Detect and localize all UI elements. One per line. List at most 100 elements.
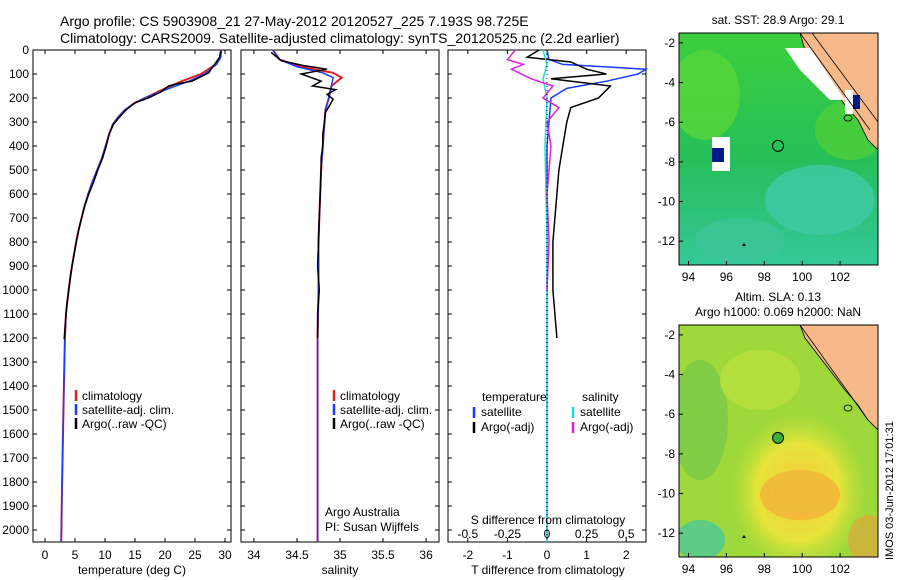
lon-tick-label: 102 [830,270,850,284]
x-tick-label: 34 [247,548,261,562]
depth-tick-label: 0 [22,43,29,57]
lat-tick-label: -6 [664,115,675,129]
difference-panel: -2 -1 0 1 2 temperature salinitysatelliteArgo… [447,49,649,577]
depth-tick-label: 1900 [2,499,29,513]
depth-tick-label: 400 [9,139,29,153]
salinity-axis-ticks: 34 34.5 35 35.5 36 [247,50,433,562]
depth-tick-label: 1600 [2,427,29,441]
figure-title-line2: Climatology: CARS2009. Satellite-adjuste… [60,30,620,46]
difference-series [506,49,649,542]
s-difference-tick-label: 0.5 [618,527,635,541]
depth-tick-label: 100 [9,67,29,81]
temperature-axis-ticks: 0 5 10 15 20 25 30 [42,50,232,562]
series-line-2 [63,51,222,340]
lat-tick-label: -10 [658,195,676,209]
depth-tick-label: 300 [9,115,29,129]
x-tick-label: 30 [218,548,232,562]
salinity-annotation-line2: PI: Susan Wijffels [325,520,419,534]
sla-south-east [848,515,878,557]
x-tick-label: 2 [623,548,630,562]
lat-tick-label: -12 [658,526,676,540]
salinity-plot-frame [240,49,440,543]
sst-small-triangle [742,243,746,246]
sst-coast-line [799,33,871,131]
difference-legend: temperature salinitysatelliteArgo(-adj)sa… [472,390,633,434]
argo-position-marker-sla [772,431,785,444]
sla-warm-core [760,470,840,520]
sst-cold-pixel-west [712,148,724,162]
figure-title-line1: Argo profile: CS 5903908_21 27-May-2012 … [60,13,529,29]
s-difference-tick-label: 0 [544,527,551,541]
s-difference-axis-label: S difference from climatology [471,513,626,527]
x-tick-label: -1 [502,548,513,562]
x-tick-label: 20 [158,548,172,562]
lat-tick-label: -4 [664,368,675,382]
s-difference-tick-label: -0.25 [494,527,522,541]
sla-island [843,404,853,412]
sst-warm-patch [679,50,740,140]
salinity-annotation-line1: Argo Australia [325,505,400,519]
lon-tick-label: 100 [792,270,812,284]
sla-south-west-low [679,520,725,557]
lat-tick-label: -8 [664,447,675,461]
x-tick-label: 10 [98,548,112,562]
depth-tick-label: 1800 [2,475,29,489]
imos-timestamp: IMOS 03-Jun-2012 17:01:31 [884,421,896,560]
x-tick-label: -2 [462,548,473,562]
sla-map-frame [678,324,879,558]
lon-tick-label: 94 [682,562,696,576]
sla-map-title: Altim. SLA: 0.13 [735,290,821,304]
x-tick-label: 5 [72,548,79,562]
s-difference-tick-label: -0.5 [457,527,478,541]
sla-map-subtitle: Argo h1000: 0.069 h2000: NaN [695,305,861,319]
temperature-panel: 0100200300400500600700800900100011001200… [2,43,232,577]
series-line-2 [270,51,338,338]
depth-axis-ticks: 0 100 200 300 400 500 600 700 800 900 1000 1100 1200… [2,43,231,537]
depth-tick-label: 1700 [2,451,29,465]
lat-tick-label: -12 [658,234,676,248]
lon-tick-label: 94 [682,270,696,284]
lat-tick-label: -6 [664,407,675,421]
legend-header-temperature: temperature [482,390,547,404]
sst-map-ticks: 94 96 98 100 102 -2 -4 -6 -8 -10 -12 [658,36,851,284]
x-tick-label: 1 [583,548,590,562]
t-difference-axis-ticks: -2 -1 0 1 2 [462,50,630,562]
depth-tick-label: 700 [9,211,29,225]
depth-tick-label: 1200 [2,331,29,345]
sla-map-ticks: 94 96 98 100 102 -2 -4 -6 -8 -10 -12 [658,328,851,576]
x-tick-label: 35.5 [371,548,395,562]
x-tick-label: 35 [333,548,347,562]
x-tick-label: 36 [419,548,433,562]
x-tick-label: 34.5 [285,548,309,562]
lat-tick-label: -8 [664,155,675,169]
legend-header-salinity: salinity [582,390,619,404]
depth-tick-label: 200 [9,91,29,105]
lon-tick-label: 96 [720,562,734,576]
x-tick-label: 25 [188,548,202,562]
depth-tick-label: 600 [9,187,29,201]
s-difference-axis-ticks: -0.5 -0.25 0 0.25 0.5 [457,527,634,541]
lon-tick-label: 100 [792,562,812,576]
legend-label: satellite [580,405,621,419]
lat-tick-label: -2 [664,328,675,342]
depth-tick-label: 800 [9,235,29,249]
difference-depth-ticks [448,49,646,531]
depth-tick-label: 500 [9,163,29,177]
temperature-plot-frame [32,49,232,543]
sst-cool-patch-south [695,218,785,262]
lat-tick-label: -4 [664,76,675,90]
temperature-axis-label: temperature (deg C) [78,563,186,577]
lon-tick-label: 98 [758,562,772,576]
depth-tick-label: 1100 [3,307,29,321]
depth-tick-label: 1300 [2,355,29,369]
legend-label: Argo(..raw -QC) [340,417,425,431]
argo-position-marker [772,139,785,152]
temperature-series [60,49,223,543]
sst-coast-line-inner [811,33,878,123]
salinity-series [270,49,344,542]
lat-tick-label: -10 [658,487,676,501]
lat-tick-label: -2 [664,36,675,50]
sst-cloud-gap-east [845,90,853,114]
sst-map-panel: sat. SST: 28.9 Argo: 29.1 94 96 98 100 102 -2… [658,13,879,284]
legend-label: Argo(-adj) [580,420,633,434]
